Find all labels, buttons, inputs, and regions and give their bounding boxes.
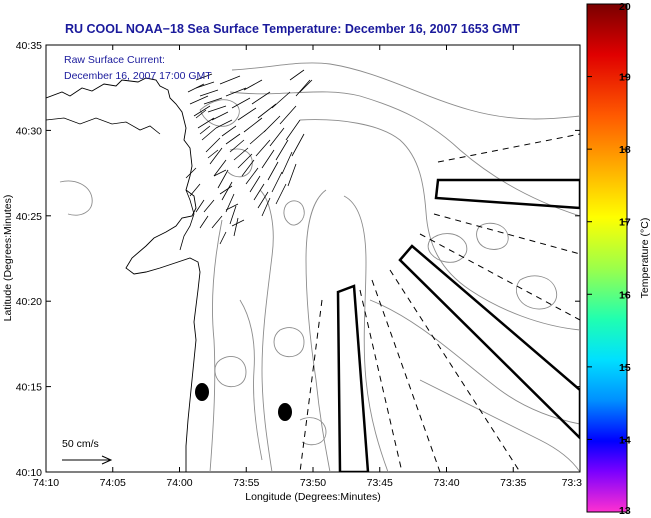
colorbar <box>586 3 628 513</box>
y-tick-label: 40:25 <box>16 211 42 223</box>
y-axis-label: Latitude (Degrees:Minutes) <box>2 195 14 322</box>
x-tick-label: 73:45 <box>367 477 393 489</box>
y-tick-label: 40:30 <box>16 125 42 137</box>
x-tick-label: 73:50 <box>300 477 326 489</box>
x-tick-label: 73:3 <box>562 477 583 489</box>
plot-area <box>45 44 581 473</box>
x-axis-ticks: 74:10 74:05 74:00 73:55 73:50 73:45 73:40 73:35… <box>33 45 582 489</box>
scale-label: 50 cm/s <box>62 438 99 450</box>
colorbar-tick-label: 20 <box>619 1 631 13</box>
colorbar-tick-label: 14 <box>619 434 631 446</box>
x-tick-label: 73:40 <box>433 477 459 489</box>
colorbar-tick-label: 19 <box>619 72 631 84</box>
coastline <box>46 77 201 472</box>
colorbar-tick-label: 18 <box>619 144 631 156</box>
annotation-line-2: December 16, 2007 17:00 GMT <box>64 70 212 82</box>
y-axis-ticks: 40:35 40:30 40:25 40:20 40:15 40:10 <box>16 40 580 479</box>
colorbar-tick-label: 15 <box>619 362 631 374</box>
x-tick-label: 73:35 <box>500 477 526 489</box>
y-tick-label: 40:20 <box>16 296 42 308</box>
sandy-hook <box>179 189 195 251</box>
colorbar-ticks: 20 19 18 17 16 15 14 13 <box>587 1 631 517</box>
station-marker <box>278 403 292 421</box>
scale-arrowhead <box>101 455 113 465</box>
x-tick-label: 74:10 <box>33 477 59 489</box>
colorbar-label: Temperature (°C) <box>639 218 651 299</box>
colorbar-tick-label: 17 <box>619 217 631 229</box>
radar-beam-dashes <box>299 133 580 472</box>
x-tick-label: 74:00 <box>166 477 192 489</box>
x-tick-label: 74:05 <box>100 477 126 489</box>
colorbar-tick-label: 16 <box>619 289 631 301</box>
y-tick-label: 40:35 <box>16 40 42 52</box>
annotation-line-1: Raw Surface Current: <box>64 54 165 66</box>
y-tick-label: 40:15 <box>16 382 42 394</box>
surface-current-vectors <box>185 69 313 245</box>
x-axis-label: Longitude (Degrees:Minutes) <box>245 491 380 503</box>
radar-beam-outlines <box>336 178 580 472</box>
colorbar-tick-label: 13 <box>619 505 631 517</box>
bathymetry-contours <box>59 62 580 472</box>
x-tick-label: 73:55 <box>233 477 259 489</box>
raritan-bay-shore <box>46 117 161 135</box>
chart-title: RU COOL NOAA−18 Sea Surface Temperature:… <box>65 22 520 36</box>
station-marker <box>195 383 209 401</box>
y-tick-label: 40:10 <box>16 467 42 479</box>
